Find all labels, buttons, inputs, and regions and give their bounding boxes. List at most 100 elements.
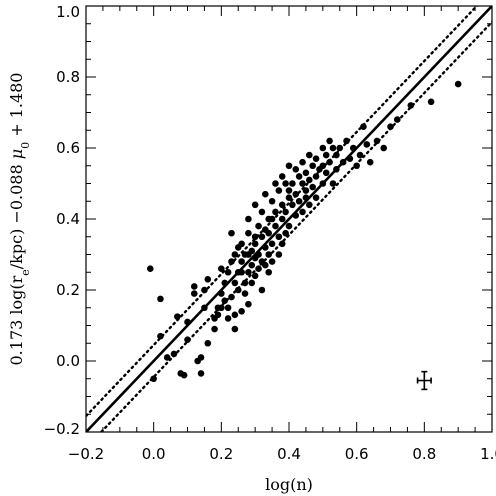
data-point: [262, 261, 269, 269]
data-point: [282, 229, 289, 237]
data-point: [275, 233, 283, 241]
data-point: [275, 187, 283, 194]
data-point: [278, 201, 286, 209]
x-tick-labels: −0.2 0.0 0.2 0.4 0.6 0.8 1.0: [68, 445, 496, 463]
data-point: [224, 315, 232, 322]
data-point: [146, 265, 154, 273]
data-point: [306, 176, 313, 184]
data-point: [248, 279, 256, 287]
data-point: [285, 222, 293, 230]
x-tick-label: 0.2: [209, 445, 233, 463]
x-tick-label: 0.0: [142, 445, 166, 463]
data-point: [201, 286, 208, 294]
data-point: [268, 240, 276, 248]
data-point: [251, 201, 259, 209]
data-point: [265, 268, 273, 276]
data-point: [265, 251, 273, 258]
data-point: [231, 251, 239, 258]
y-tick-label: 0.4: [56, 210, 80, 228]
data-point: [285, 187, 293, 194]
data-point: [255, 251, 262, 258]
data-point: [356, 151, 364, 159]
data-point: [262, 226, 269, 233]
data-point: [251, 233, 259, 241]
data-point: [366, 158, 374, 166]
data-point: [218, 265, 225, 273]
data-point: [285, 194, 293, 201]
data-point: [204, 276, 212, 283]
data-point: [295, 197, 303, 205]
x-axis-label: log(n): [265, 475, 313, 494]
data-point: [228, 293, 235, 301]
data-point: [407, 102, 415, 109]
data-point: [190, 283, 198, 290]
data-point: [245, 229, 252, 237]
data-point: [248, 261, 256, 269]
axis-ticks: [85, 5, 493, 433]
data-point: [262, 244, 269, 251]
data-point: [228, 229, 235, 237]
data-point: [241, 290, 249, 297]
data-point: [299, 158, 306, 166]
data-point: [238, 258, 245, 265]
data-point: [333, 151, 340, 159]
data-point: [322, 151, 330, 159]
y-tick-label: −0.2: [44, 420, 80, 438]
data-point: [234, 286, 242, 294]
data-point: [258, 286, 266, 294]
data-point: [295, 173, 303, 180]
data-point: [251, 240, 259, 248]
data-point: [278, 215, 286, 223]
data-point: [163, 354, 171, 361]
data-point: [204, 339, 212, 347]
data-point: [245, 215, 252, 223]
y-tick-labels: −0.2 0.0 0.2 0.4 0.6 0.8 1.0: [44, 3, 80, 438]
data-point: [231, 279, 239, 287]
data-point: [319, 144, 327, 152]
data-point: [221, 279, 229, 287]
data-point: [306, 151, 313, 159]
data-point: [272, 208, 279, 216]
y-tick-label: 0.0: [56, 352, 80, 370]
data-point: [299, 180, 306, 187]
data-point: [380, 144, 388, 152]
data-point: [319, 162, 327, 170]
data-point: [349, 144, 357, 152]
scatter-band-line-2: [99, 20, 492, 432]
data-point: [184, 318, 191, 326]
data-point: [339, 158, 347, 166]
data-point: [336, 144, 344, 152]
data-point: [268, 258, 276, 265]
data-point: [268, 197, 276, 205]
data-point: [255, 265, 262, 273]
data-point: [312, 173, 320, 180]
data-point: [245, 268, 252, 276]
data-point: [238, 308, 245, 315]
y-tick-label: 0.8: [56, 68, 80, 86]
data-point: [157, 332, 164, 340]
data-point: [278, 173, 286, 180]
fit-line: [86, 6, 492, 432]
data-point: [299, 208, 306, 216]
data-point: [302, 194, 310, 201]
data-point: [170, 350, 178, 358]
data-point: [231, 325, 239, 333]
data-point: [218, 290, 225, 297]
data-points: [146, 80, 462, 383]
data-point: [289, 201, 296, 209]
data-point: [150, 375, 157, 383]
data-point: [393, 116, 401, 123]
data-point: [221, 297, 229, 304]
data-point: [282, 180, 289, 187]
data-point: [309, 183, 316, 191]
x-tick-label: 0.4: [277, 445, 301, 463]
data-point: [292, 212, 300, 219]
data-point: [312, 194, 320, 201]
data-point: [241, 279, 249, 287]
y-tick-label: 0.2: [56, 281, 80, 299]
y-axis-label: 0.173 log(re/kpc) −0.088 μ0 + 1.480: [7, 72, 32, 365]
data-point: [251, 272, 259, 280]
data-point: [197, 370, 205, 377]
data-point: [231, 311, 239, 319]
